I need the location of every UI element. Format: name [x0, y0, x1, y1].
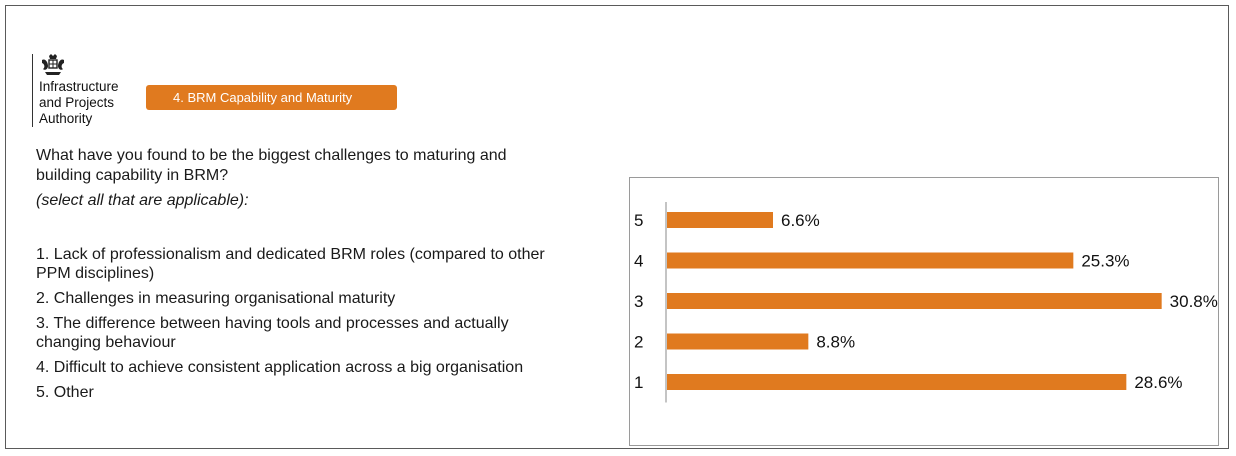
y-tick-label: 1 — [634, 373, 643, 392]
organisation-name: Infrastructure and Projects Authority — [39, 79, 119, 126]
section-tag: 4. BRM Capability and Maturity — [146, 85, 397, 110]
options-list: 1. Lack of professionalism and dedicated… — [36, 245, 556, 408]
data-label: 8.8% — [816, 333, 855, 352]
data-label: 6.6% — [781, 211, 820, 230]
question-hint: (select all that are applicable): — [36, 192, 249, 209]
bar-1 — [667, 374, 1127, 390]
data-label: 28.6% — [1134, 373, 1182, 392]
slide-frame: Infrastructure and Projects Authority 4.… — [5, 5, 1229, 449]
y-tick-label: 4 — [634, 252, 643, 271]
bar-chart: 5 6.6% 4 25.3% 3 30.8% 2 8.8% 1 28.6% — [634, 202, 1218, 403]
option-item: 4. Difficult to achieve consistent appli… — [36, 359, 524, 376]
data-label: 30.8% — [1170, 292, 1218, 311]
option-item: 2. Challenges in measuring organisationa… — [36, 290, 396, 307]
bar-2 — [667, 333, 809, 350]
ipa-logo: Infrastructure and Projects Authority — [32, 54, 119, 127]
option-item: 3. The difference between having tools a… — [36, 315, 509, 351]
y-tick-label: 3 — [634, 292, 643, 311]
bar-4 — [667, 252, 1074, 269]
question-text: What have you found to be the biggest ch… — [36, 147, 507, 184]
royal-crest-icon — [42, 54, 64, 75]
chart-panel: 5 6.6% 4 25.3% 3 30.8% 2 8.8% 1 28.6% — [629, 177, 1219, 446]
y-tick-label: 5 — [634, 211, 643, 230]
bar-3 — [667, 293, 1162, 309]
option-item: 1. Lack of professionalism and dedicated… — [36, 246, 545, 282]
y-tick-label: 2 — [634, 333, 643, 352]
data-label: 25.3% — [1081, 252, 1129, 271]
option-item: 5. Other — [36, 384, 94, 401]
bar-5 — [667, 212, 773, 228]
